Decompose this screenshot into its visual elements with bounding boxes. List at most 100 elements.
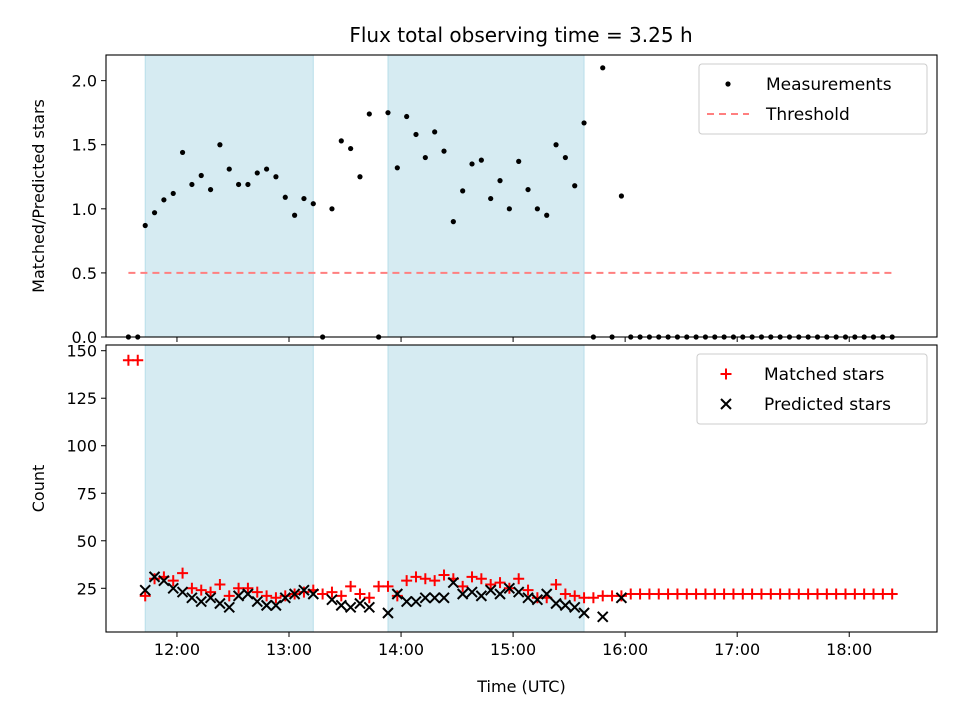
matched-stars-point [737,588,749,600]
predicted-stars-point [597,611,609,623]
y-axis-label: Count [29,465,48,513]
measurements-point [310,201,316,207]
measurements-point [245,181,251,188]
matched-stars-point [587,592,599,604]
measurements-point [329,206,335,212]
matched-stars-point [279,590,291,602]
matched-stars-point [298,586,310,598]
y-tick-label: 150 [66,342,97,361]
matched-stars-point [186,582,198,594]
observing-window-2 [387,344,585,633]
predicted-stars-point [326,593,338,606]
axes-frame [105,54,938,338]
predicted-stars-point [466,586,478,598]
measurements-point [413,131,419,138]
matched-stars-point [783,588,795,600]
x-tick-label: 18:00 [826,640,872,659]
matched-stars-point [578,592,590,604]
matched-stars-point [634,588,646,600]
predicted-stars-point [344,601,357,613]
measurements-point [600,65,606,71]
predicted-stars-point [494,588,506,600]
measurements-point [338,138,344,144]
measurements-point [422,154,428,161]
measurements-point [404,113,410,120]
predicted-stars-point [279,592,291,604]
matched-stars-point [429,575,441,587]
predicted-stars-point [382,607,394,619]
predicted-stars-point [615,592,628,604]
measurements-point [161,197,167,203]
matched-stars-point [475,573,487,585]
matched-stars-point [559,588,571,600]
y-tick-label: 1.5 [72,136,97,155]
measurements-point [516,158,522,164]
predicted-stars-point [559,599,572,612]
y-tick-label: 0.0 [72,328,97,347]
predicted-stars-point [550,597,562,610]
matched-stars-point [681,588,693,600]
matched-stars-point [877,588,889,600]
matched-stars-point [821,588,833,600]
measurements-point [170,190,176,197]
measurements-point [572,183,578,189]
predicted-stars-point [167,582,179,594]
matched-stars-point [746,588,758,600]
matched-stars-point [868,588,880,600]
predicted-stars-point [438,592,450,604]
measurements-point [226,166,232,172]
matched-stars-point [625,588,637,600]
measurements-point [189,181,195,188]
legend-matched-stars-marker [720,368,732,380]
matched-stars-point [858,588,870,600]
chart-title: Flux total observing time = 3.25 h [349,23,692,47]
measurements-point [581,120,587,126]
measurements-point [151,210,158,216]
measurements-point [497,178,503,184]
matched-stars-point [606,590,618,602]
matched-stars-point [550,578,562,590]
matched-stars-point [839,588,851,600]
predicted-stars-point [447,576,460,589]
measurements-series [125,65,895,340]
x-tick-label: 12:00 [154,640,200,659]
measurements-point [460,188,466,194]
matched-stars-point [485,578,497,590]
matched-stars-point [755,588,767,600]
predicted-stars-point [158,574,170,587]
matched-stars-point [251,586,263,598]
matched-stars-point [242,582,254,594]
observing-window-1 [144,344,314,633]
y-tick-label: 100 [66,437,97,456]
matched-stars-point [214,578,226,590]
measurements-point [142,222,148,229]
matched-stars-point [195,584,207,596]
matched-stars-point [132,354,144,366]
predicted-stars-point [186,592,198,604]
measurements-point [366,111,372,117]
matched-stars-point [690,588,702,600]
matched-stars-point [317,588,329,600]
predicted-stars-point [251,595,263,608]
matched-stars-point [494,577,506,589]
measurements-point [385,110,391,116]
predicted-stars-point [242,588,254,600]
measurements-point [562,154,568,161]
predicted-stars-point [569,601,581,613]
legend: Measurements Threshold [698,63,928,135]
matched-stars-point [335,590,347,602]
observing-window-1 [144,54,314,338]
matched-stars-point [522,584,534,596]
matched-stars-point [363,592,375,604]
y-tick-label: 50 [77,532,97,551]
predicted-stars-point [298,584,310,596]
matched-stars-point [662,588,674,600]
predicted-stars-point [223,601,235,613]
predicted-stars-point [391,588,404,600]
measurements-point [441,148,447,154]
matched-stars-point [709,588,721,600]
legend-threshold-label: Threshold [765,105,850,125]
predicted-stars-point [288,588,301,600]
measurements-point [198,172,204,179]
